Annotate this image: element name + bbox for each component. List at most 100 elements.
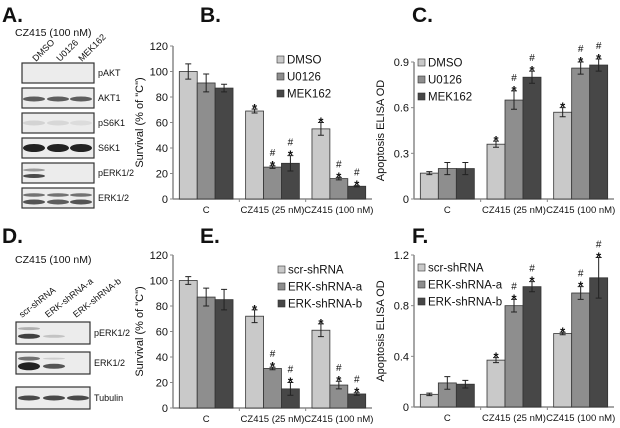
error-bar (462, 161, 469, 176)
y-tick-label: 120 (150, 41, 168, 53)
significance-star: * (560, 100, 566, 115)
legend-label: DMSO (287, 55, 322, 67)
blot-d-header: CZ415 (100 nM) (15, 254, 91, 266)
bar (553, 333, 573, 408)
y-tick-label: 0.9 (394, 57, 409, 69)
bar (504, 99, 524, 200)
error-bar (493, 357, 499, 364)
bar (522, 76, 542, 200)
significance-star: * (252, 101, 258, 116)
x-tick-label: CZ415 (100 nM) (546, 205, 615, 216)
error-bar (444, 161, 451, 176)
protein-band (70, 120, 92, 126)
protein-band (47, 199, 69, 205)
y-axis-label: Survival (% of "C") (134, 77, 146, 167)
blot-row-label: S6K1 (98, 143, 120, 153)
significance-star: * (252, 302, 258, 317)
blot-row (21, 187, 95, 209)
bar (311, 128, 331, 200)
legend-swatch (417, 92, 426, 101)
bar (571, 67, 591, 200)
significance-star: * (336, 169, 342, 184)
significance-hash: # (336, 159, 342, 170)
error-bar (511, 298, 517, 313)
bar-chart-c: 0 0.3 0.6 0.9 Apoptosis ELISA OD C CZ415 (25 n… (375, 41, 615, 216)
protein-band (18, 327, 40, 331)
bar (245, 110, 264, 200)
protein-band (18, 356, 40, 361)
western-blot-a: CZ415 (100 nM) DMSO U0126 MEK162 pAKTAKT… (15, 27, 134, 209)
protein-band (70, 144, 92, 152)
y-tick-label: 0 (403, 194, 409, 206)
legend-label: MEK162 (287, 89, 331, 101)
legend-swatch (417, 263, 426, 272)
protein-band (67, 395, 89, 401)
legend-swatch (417, 58, 426, 67)
bar (196, 296, 216, 409)
significance-star: * (288, 375, 294, 390)
error-bar (317, 122, 324, 136)
bar (522, 286, 542, 408)
bar (214, 87, 234, 200)
significance-star: * (511, 291, 517, 306)
y-tick-label: 120 (150, 250, 168, 262)
x-tick-label: CZ415 (25 nM) (241, 414, 305, 425)
significance-star: * (288, 148, 294, 163)
bar (419, 172, 439, 200)
panel-letter-f: F. (412, 225, 428, 248)
bar (263, 368, 282, 409)
protein-band (18, 362, 40, 371)
blot-a-lane-label: DMSO (30, 37, 56, 63)
blot-row-label: pERK1/2 (94, 328, 130, 338)
legend-swatch (276, 72, 285, 81)
panel-letter-e: E. (200, 225, 220, 248)
bar (486, 143, 506, 200)
y-tick-label: 40 (156, 143, 168, 155)
error-bar (559, 107, 566, 118)
y-tick-label: 20 (156, 169, 168, 181)
error-bar (287, 155, 294, 172)
y-tick-label: 0 (162, 194, 168, 206)
legend-label: scr-shRNA (428, 263, 484, 275)
blot-a-header: CZ415 (100 nM) (15, 27, 91, 39)
legend-label: ERK-shRNA-b (288, 299, 362, 311)
legend-label: U0126 (287, 72, 321, 84)
error-bar (444, 376, 451, 390)
bar (196, 82, 216, 200)
significance-star: * (578, 279, 584, 294)
error-bar (203, 287, 210, 307)
error-bar (529, 281, 535, 293)
bar (419, 393, 439, 408)
significance-hash: # (529, 53, 535, 64)
y-tick-label: 80 (156, 92, 168, 104)
blot-row-label: pS6K1 (98, 118, 125, 128)
significance-star: * (270, 158, 276, 173)
y-axis-label: Apoptosis ELISA OD (375, 280, 387, 382)
error-bar (185, 276, 192, 285)
legend-swatch (417, 280, 426, 289)
y-tick-label: 60 (156, 118, 168, 130)
y-tick-label: 100 (150, 276, 168, 288)
y-tick-label: 0.3 (394, 148, 409, 160)
significance-star: * (596, 51, 602, 66)
blot-a-lane-label: U0126 (54, 38, 80, 64)
blot-row-label: pERK1/2 (98, 168, 134, 178)
protein-band (23, 144, 45, 152)
bar (178, 280, 198, 409)
y-tick-label: 0.4 (394, 351, 409, 363)
significance-star: * (493, 350, 499, 365)
legend-swatch (277, 299, 286, 308)
protein-band (23, 96, 45, 102)
error-bar (185, 63, 192, 80)
significance-hash: # (596, 41, 602, 52)
significance-star: * (560, 324, 566, 339)
bar (245, 315, 264, 409)
y-axis-label: Apoptosis ELISA OD (375, 80, 387, 182)
x-tick-label: CZ415 (100 nM) (304, 205, 373, 216)
significance-star: * (511, 83, 517, 98)
bar (178, 71, 198, 200)
panel-letter-b: B. (200, 4, 221, 27)
x-tick-label: C (444, 413, 451, 424)
significance-star: * (318, 115, 324, 130)
x-tick-label: CZ415 (25 nM) (241, 205, 305, 216)
